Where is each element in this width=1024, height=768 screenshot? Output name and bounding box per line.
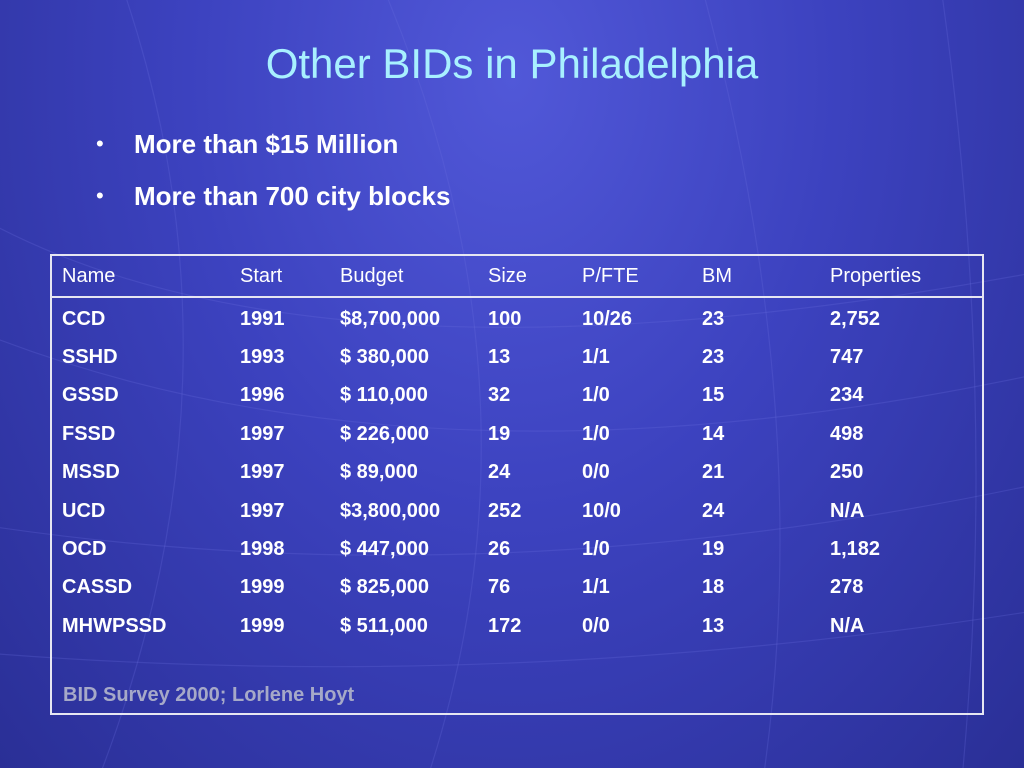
cell-size: 100	[488, 307, 522, 330]
cell-budget: $ 511,000	[340, 614, 428, 637]
cell-start: 1997	[240, 499, 285, 522]
cell-size: 13	[488, 346, 511, 369]
cell-properties: 278	[830, 576, 864, 599]
cell-properties: 250	[830, 461, 864, 484]
column-header-properties: Properties	[820, 256, 982, 298]
bullet-item: • More than 700 city blocks	[96, 170, 450, 222]
cell-start: 1996	[240, 384, 285, 407]
slide-title: Other BIDs in Philadelphia	[265, 40, 759, 87]
table-row: GSSD 1996 $ 110,000 32 1/0 15 234	[52, 377, 982, 415]
cell-properties: 1,182	[830, 538, 881, 561]
cell-properties: N/A	[830, 499, 865, 522]
cell-start: 1997	[240, 422, 285, 445]
cell-name: MHWPSSD	[62, 614, 167, 637]
column-header-size: Size	[478, 256, 572, 298]
cell-pfte: 1/1	[582, 346, 610, 369]
bullet-item: • More than $15 Million	[96, 118, 450, 170]
bullet-text: More than 700 city blocks	[134, 181, 451, 211]
bullet-icon: •	[96, 131, 104, 156]
cell-pfte: 0/0	[582, 461, 610, 484]
cell-budget: $ 380,000	[340, 346, 429, 369]
table-row: CASSD 1999 $ 825,000 76 1/1 18 278	[52, 569, 982, 607]
cell-size: 172	[488, 614, 522, 637]
cell-properties: 2,752	[830, 307, 881, 330]
cell-start: 1993	[240, 346, 285, 369]
cell-start: 1999	[240, 614, 285, 637]
cell-pfte: 1/1	[582, 576, 610, 599]
cell-bm: 18	[702, 576, 725, 599]
cell-size: 19	[488, 422, 511, 445]
cell-pfte: 1/0	[582, 422, 610, 445]
cell-budget: $ 89,000	[340, 461, 418, 484]
cell-bm: 14	[702, 422, 725, 445]
cell-bm: 15	[702, 384, 725, 407]
cell-size: 32	[488, 384, 511, 407]
cell-properties: 234	[830, 384, 864, 407]
cell-start: 1997	[240, 461, 285, 484]
bullet-list: • More than $15 Million • More than 700 …	[96, 118, 450, 222]
cell-bm: 24	[702, 499, 725, 522]
cell-budget: $ 825,000	[340, 576, 429, 599]
column-header-budget: Budget	[330, 256, 478, 298]
cell-name: FSSD	[62, 422, 116, 445]
cell-pfte: 1/0	[582, 384, 610, 407]
cell-pfte: 10/0	[582, 499, 621, 522]
cell-bm: 13	[702, 614, 725, 637]
column-header-name: Name	[52, 256, 230, 298]
table-row: MHWPSSD 1999 $ 511,000 172 0/0 13 N/A	[52, 607, 982, 645]
cell-budget: $3,800,000	[340, 499, 441, 522]
bid-table: Name Start Budget Size P/FTE BM Properti…	[52, 256, 982, 646]
table-row: OCD 1998 $ 447,000 26 1/0 19 1,182	[52, 530, 982, 568]
table-header-row: Name Start Budget Size P/FTE BM Properti…	[52, 256, 982, 298]
bullet-text: More than $15 Million	[134, 129, 399, 159]
source-footnote: BID Survey 2000; Lorlene Hoyt	[63, 684, 355, 706]
cell-budget: $ 110,000	[340, 384, 428, 407]
table-row: FSSD 1997 $ 226,000 19 1/0 14 498	[52, 415, 982, 453]
cell-budget: $8,700,000	[340, 307, 441, 330]
cell-pfte: 0/0	[582, 614, 610, 637]
cell-name: OCD	[62, 538, 107, 561]
cell-name: MSSD	[62, 461, 120, 484]
cell-bm: 23	[702, 346, 725, 369]
cell-name: GSSD	[62, 384, 119, 407]
cell-name: CCD	[62, 307, 106, 330]
cell-properties: N/A	[830, 614, 865, 637]
cell-budget: $ 447,000	[340, 538, 429, 561]
cell-start: 1998	[240, 538, 285, 561]
cell-pfte: 1/0	[582, 538, 610, 561]
table-row: SSHD 1993 $ 380,000 13 1/1 23 747	[52, 338, 982, 376]
cell-bm: 23	[702, 307, 725, 330]
cell-size: 24	[488, 461, 511, 484]
cell-properties: 747	[830, 346, 864, 369]
cell-start: 1991	[240, 307, 285, 330]
table-row: UCD 1997 $3,800,000 252 10/0 24 N/A	[52, 492, 982, 530]
cell-name: CASSD	[62, 576, 133, 599]
cell-name: SSHD	[62, 346, 118, 369]
cell-start: 1999	[240, 576, 285, 599]
cell-budget: $ 226,000	[340, 422, 429, 445]
bid-table-container: Name Start Budget Size P/FTE BM Properti…	[50, 254, 984, 715]
cell-bm: 19	[702, 538, 725, 561]
bullet-icon: •	[96, 183, 104, 208]
cell-size: 252	[488, 499, 522, 522]
column-header-pfte: P/FTE	[572, 256, 692, 298]
cell-size: 26	[488, 538, 511, 561]
cell-properties: 498	[830, 422, 864, 445]
table-row: MSSD 1997 $ 89,000 24 0/0 21 250	[52, 454, 982, 492]
column-header-bm: BM	[692, 256, 820, 298]
table-row: CCD 1991 $8,700,000 100 10/26 23 2,752	[52, 297, 982, 338]
cell-pfte: 10/26	[582, 307, 633, 330]
cell-bm: 21	[702, 461, 725, 484]
cell-name: UCD	[62, 499, 106, 522]
cell-size: 76	[488, 576, 511, 599]
column-header-start: Start	[230, 256, 330, 298]
